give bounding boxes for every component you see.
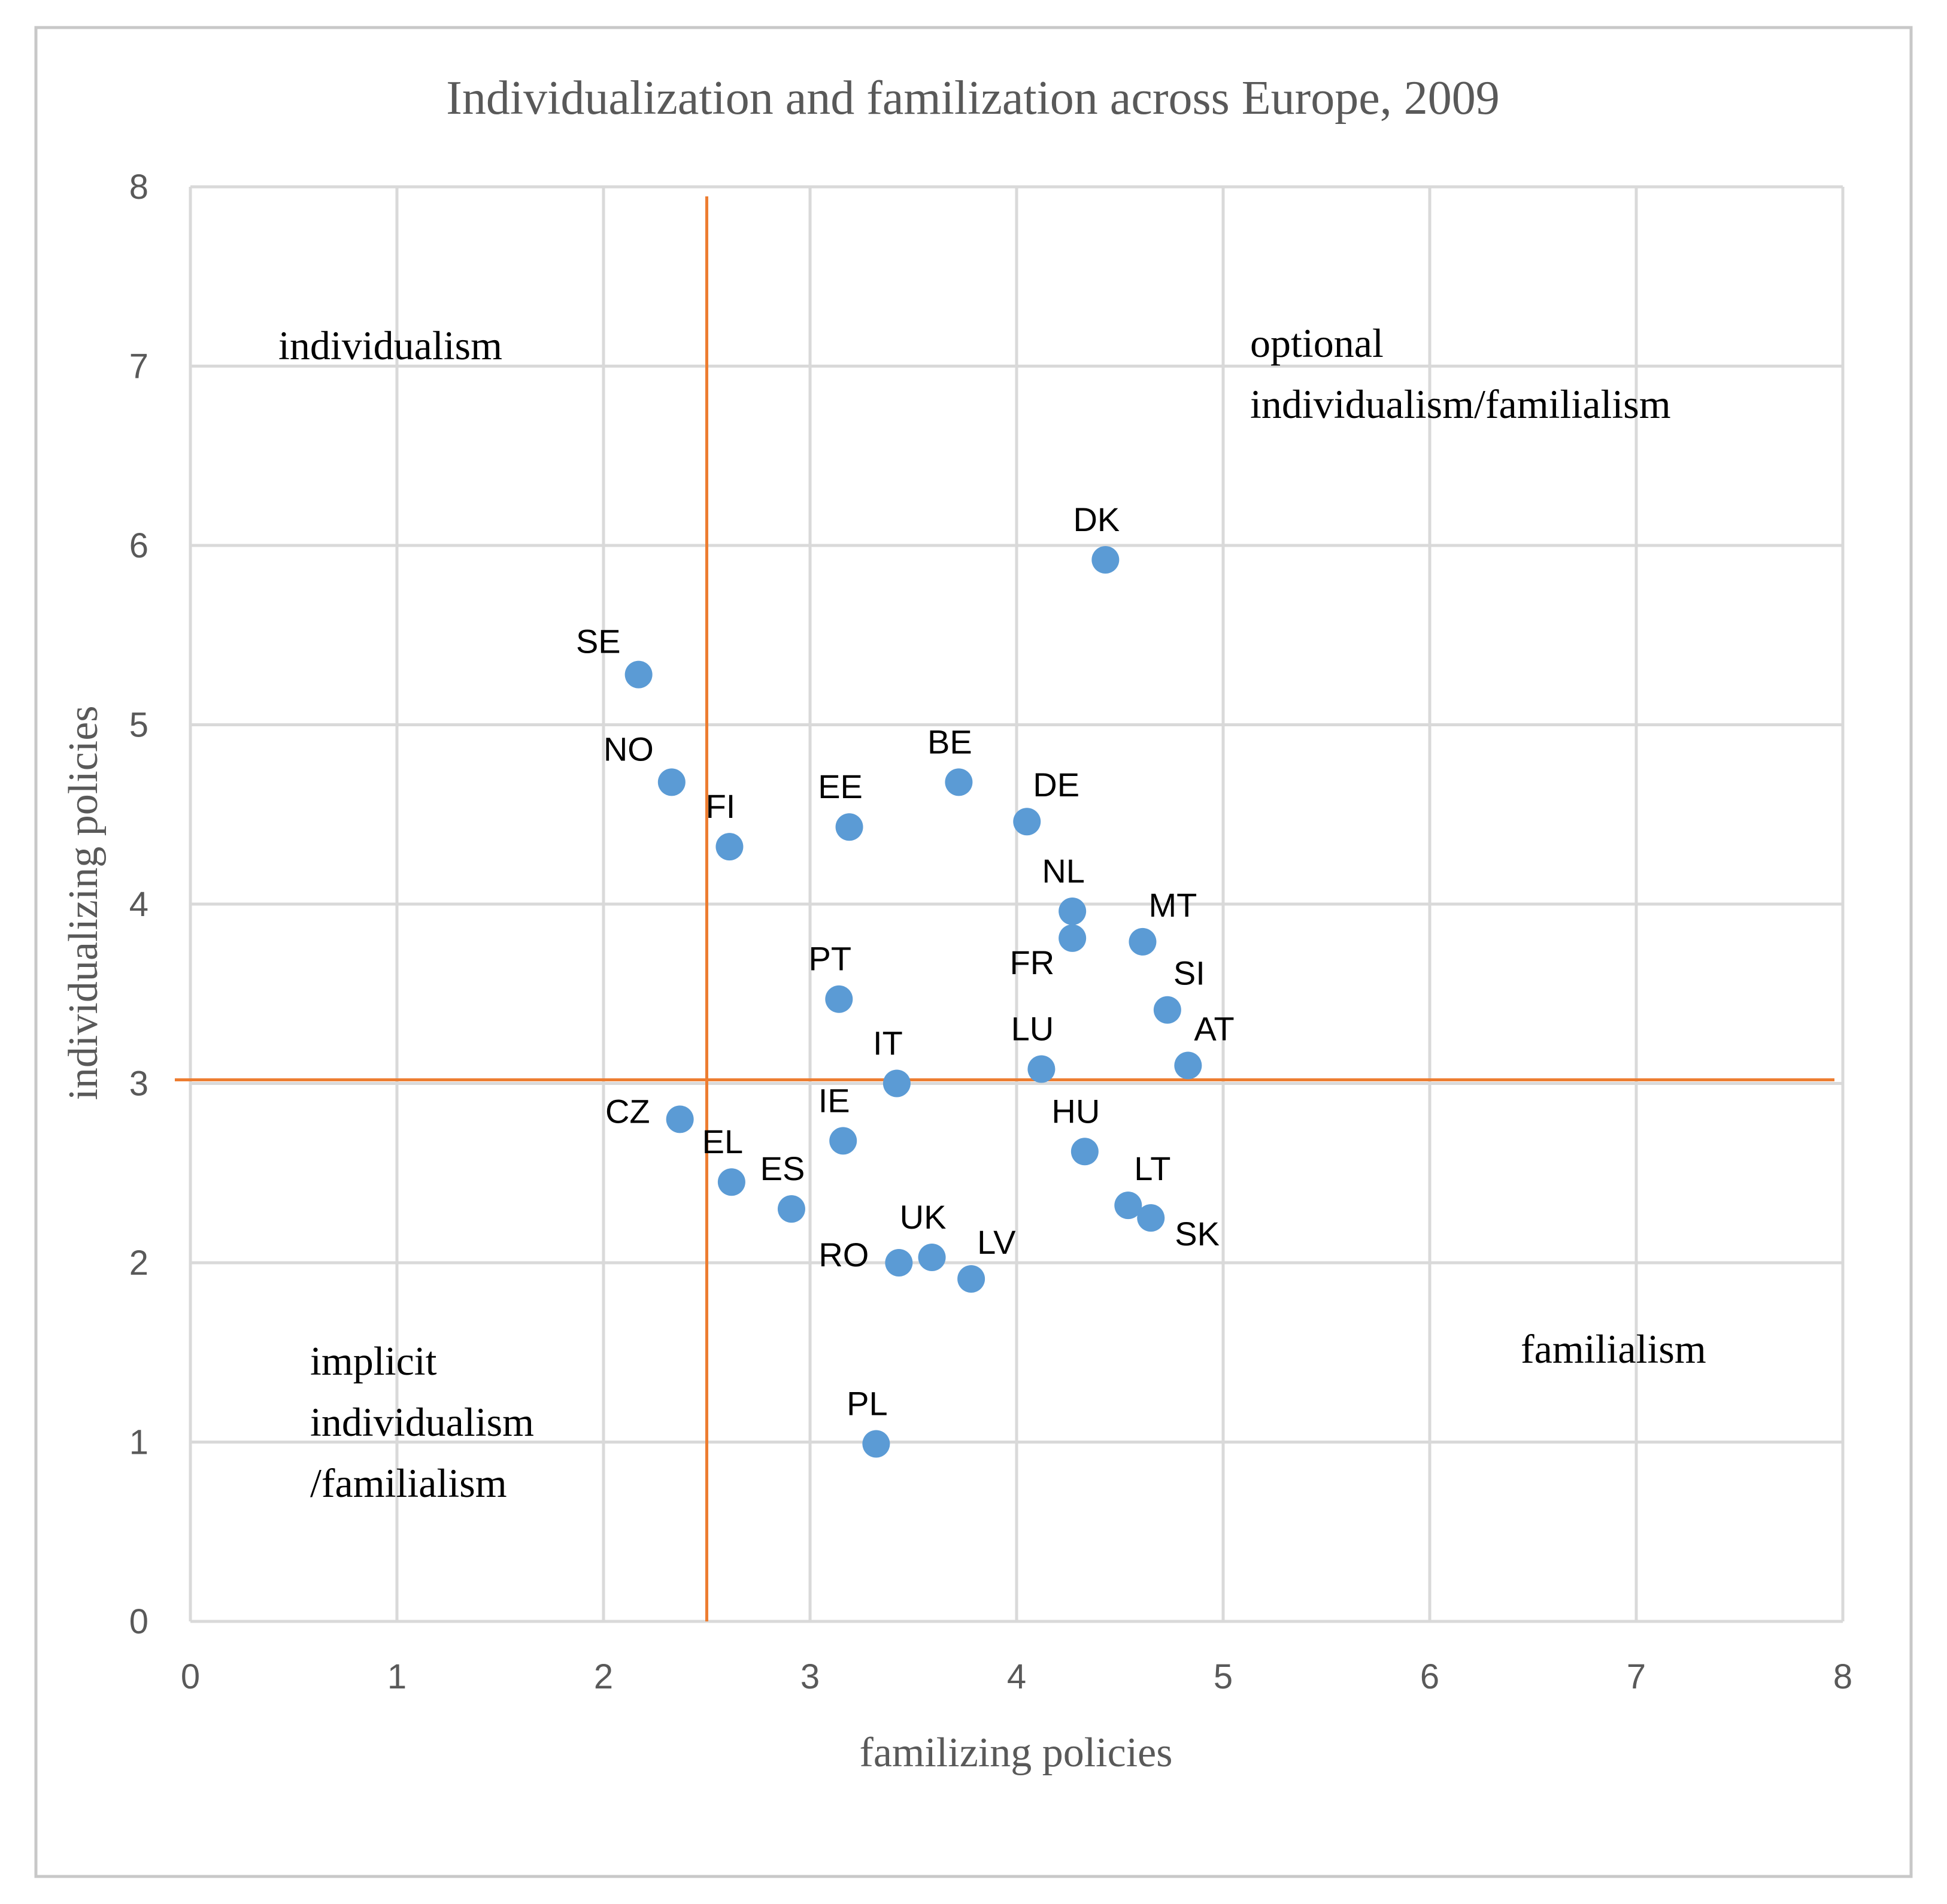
- point-label-sk: SK: [1175, 1215, 1220, 1253]
- point-label-es: ES: [760, 1150, 805, 1187]
- quadrant-labels: individualism optional individualism/famil…: [278, 320, 1706, 1506]
- data-point-pl: [862, 1430, 890, 1458]
- y-tick-label: 7: [129, 347, 148, 386]
- data-point-se: [624, 660, 653, 689]
- x-tick-label: 0: [181, 1657, 200, 1696]
- quadrant-label-top-right: individualism/familialism: [1250, 381, 1671, 427]
- point-label-no: NO: [603, 730, 654, 768]
- y-axis-label: individualizing policies: [60, 705, 107, 1100]
- quadrant-label-bottom-left: /familialism: [310, 1460, 507, 1506]
- data-point-si: [1153, 996, 1181, 1024]
- data-points: [624, 545, 1202, 1458]
- y-tick-label: 5: [129, 706, 148, 745]
- point-label-ro: RO: [818, 1236, 869, 1274]
- point-label-lv: LV: [977, 1223, 1016, 1261]
- point-label-cz: CZ: [605, 1092, 650, 1130]
- quadrant-label-bottom-right: familialism: [1521, 1326, 1706, 1372]
- point-label-se: SE: [576, 623, 621, 660]
- x-tick-label: 8: [1833, 1657, 1852, 1696]
- y-tick-label: 4: [129, 885, 148, 924]
- y-tick-label: 6: [129, 526, 148, 565]
- data-point-de: [1013, 808, 1041, 836]
- point-labels: DK SE NO FI EE BE DE NL FR MT SI PT LU AT IT CZ IE HU EL ES…: [576, 501, 1235, 1423]
- point-label-mt: MT: [1148, 886, 1197, 924]
- data-point-sk: [1137, 1204, 1165, 1232]
- data-point-at: [1174, 1051, 1202, 1080]
- point-label-el: EL: [702, 1123, 744, 1160]
- data-point-it: [882, 1069, 911, 1097]
- data-point-es: [777, 1195, 805, 1223]
- data-point-uk: [918, 1244, 946, 1272]
- data-point-ie: [829, 1127, 857, 1155]
- x-axis-label: familizing policies: [860, 1730, 1173, 1776]
- quadrant-label-top-left: individualism: [278, 323, 502, 368]
- data-point-mt: [1129, 927, 1157, 956]
- x-tick-label: 1: [387, 1657, 407, 1696]
- point-label-lu: LU: [1011, 1010, 1054, 1048]
- point-label-ee: EE: [818, 768, 863, 805]
- point-label-fr: FR: [1009, 944, 1054, 981]
- data-point-no: [657, 768, 686, 796]
- data-point-nl: [1059, 897, 1087, 925]
- data-point-cz: [666, 1105, 694, 1133]
- data-point-hu: [1070, 1138, 1099, 1166]
- chart-frame: [34, 26, 1913, 1878]
- data-point-be: [945, 768, 973, 796]
- axes: 0 1 2 3 4 5 6 7 8 0 1 2 3 4 5 6 7 8: [129, 168, 1852, 1696]
- chart-title: Individualization and familization acros…: [446, 72, 1500, 125]
- point-label-at: AT: [1194, 1010, 1234, 1048]
- y-tick-label: 8: [129, 168, 148, 207]
- point-label-dk: DK: [1073, 501, 1120, 538]
- data-point-lu: [1027, 1055, 1056, 1083]
- data-point-el: [717, 1168, 745, 1196]
- data-point-ee: [835, 813, 863, 841]
- point-label-be: BE: [927, 723, 972, 760]
- y-tick-label: 1: [129, 1423, 148, 1462]
- y-tick-label: 2: [129, 1244, 148, 1283]
- x-tick-label: 7: [1627, 1657, 1646, 1696]
- data-point-ro: [885, 1249, 913, 1277]
- quadrant-label-top-right: optional: [1250, 320, 1384, 366]
- grid-lines: [189, 185, 1845, 1623]
- point-label-si: SI: [1173, 954, 1205, 992]
- point-label-ie: IE: [818, 1081, 850, 1119]
- data-point-dk: [1091, 545, 1120, 574]
- point-label-lt: LT: [1134, 1150, 1170, 1187]
- x-tick-label: 3: [800, 1657, 820, 1696]
- data-point-fi: [715, 833, 744, 861]
- point-label-uk: UK: [900, 1198, 947, 1236]
- y-tick-label: 3: [129, 1065, 148, 1103]
- quadrant-label-bottom-left: implicit: [310, 1338, 437, 1384]
- data-point-pt: [825, 985, 853, 1013]
- x-tick-label: 4: [1007, 1657, 1026, 1696]
- y-tick-label: 0: [129, 1602, 148, 1641]
- point-label-hu: HU: [1051, 1092, 1100, 1130]
- point-label-it: IT: [873, 1024, 903, 1062]
- data-point-fr: [1059, 924, 1087, 952]
- x-tick-label: 2: [594, 1657, 613, 1696]
- data-point-lv: [957, 1265, 985, 1293]
- point-label-de: DE: [1033, 766, 1079, 804]
- x-tick-label: 5: [1214, 1657, 1233, 1696]
- quadrant-label-bottom-left: individualism: [310, 1399, 534, 1445]
- point-label-pt: PT: [809, 940, 852, 978]
- point-label-fi: FI: [706, 787, 736, 825]
- point-label-pl: PL: [847, 1384, 888, 1422]
- data-point-lt: [1114, 1191, 1142, 1220]
- quadrant-dividers: [175, 196, 1834, 1621]
- point-label-nl: NL: [1042, 852, 1085, 890]
- x-tick-label: 6: [1420, 1657, 1439, 1696]
